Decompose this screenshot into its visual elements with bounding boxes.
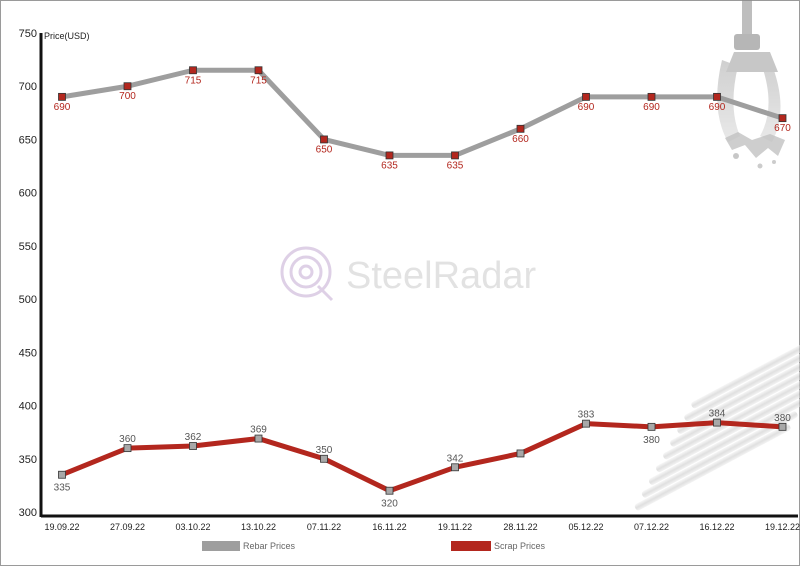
- x-tick-label: 03.10.22: [175, 522, 210, 532]
- rebar-data-point: [58, 92, 66, 101]
- y-tick-label: 350: [19, 454, 37, 466]
- x-tick-label: 07.12.22: [634, 522, 669, 532]
- x-tick-label: 16.12.22: [699, 522, 734, 532]
- x-tick-label: 05.12.22: [568, 522, 603, 532]
- rebar-data-point: [451, 151, 459, 160]
- y-tick-label: 300: [19, 507, 37, 519]
- scrap-data-label: 350: [316, 445, 333, 456]
- scrap-data-point: [582, 419, 590, 428]
- legend-swatch-rebar: [202, 541, 240, 551]
- rebar-data-point: [516, 124, 525, 133]
- x-tick-label: 19.11.22: [438, 522, 472, 532]
- scrap-data-label: 383: [578, 410, 595, 421]
- rebar-data-point: [123, 82, 132, 91]
- scrap-data-label: 369: [250, 425, 267, 436]
- y-tick-label: 500: [19, 294, 37, 306]
- rebar-rod-shape: [691, 322, 800, 409]
- rebar-rod-shape: [684, 334, 800, 422]
- rebar-series: 690 700 715 715 650 635 635 660 690 690 690 670: [54, 66, 791, 171]
- rebar-data-point: [778, 114, 787, 123]
- rebar-rod-shape: [648, 398, 800, 485]
- rebar-data-label: 635: [447, 160, 464, 171]
- rebar-data-point: [385, 151, 394, 160]
- x-tick-labels: 19.09.22 27.09.22 03.10.22 13.10.22 07.11.22…: [44, 522, 800, 532]
- rebar-data-label: 660: [512, 134, 529, 145]
- scrap-data-label: 360: [119, 434, 136, 445]
- y-tick-label: 650: [19, 134, 37, 146]
- scrap-data-label: 342: [447, 453, 464, 464]
- y-tick-label: 550: [19, 241, 37, 253]
- rebar-data-point: [582, 92, 590, 101]
- scrap-data-point: [123, 444, 132, 453]
- rebar-data-label: 690: [643, 102, 660, 113]
- scrap-data-label: 380: [774, 413, 791, 424]
- scrap-data-point: [320, 454, 328, 463]
- legend: Rebar Prices Scrap Prices: [202, 541, 546, 551]
- scrap-data-point: [451, 463, 459, 472]
- rebar-data-point: [647, 92, 656, 101]
- rebar-data-label: 715: [250, 75, 267, 86]
- x-tick-label: 19.12.22: [765, 522, 800, 532]
- x-tick-label: 07.11.22: [307, 522, 341, 532]
- scrap-data-point: [58, 470, 66, 479]
- rebar-data-label: 690: [578, 102, 595, 113]
- y-axis-unit-label: Price(USD): [44, 31, 90, 41]
- rebar-data-label: 670: [774, 123, 791, 134]
- legend-label-scrap: Scrap Prices: [494, 541, 546, 551]
- x-tick-label: 13.10.22: [241, 522, 276, 532]
- scrap-data-label: 362: [185, 432, 202, 443]
- scrap-data-label: 380: [643, 435, 660, 446]
- x-tick-label: 16.11.22: [372, 522, 406, 532]
- scrap-series: 335 360 362 369 350 320 342 383 380 384 380: [54, 409, 792, 510]
- rebar-data-point: [320, 135, 328, 144]
- axes: Price(USD): [39, 31, 798, 518]
- scrap-data-label: 320: [381, 499, 398, 510]
- rebar-rod-shape: [677, 347, 800, 434]
- rebar-rod-shape: [656, 385, 800, 473]
- scrap-data-point: [189, 442, 197, 450]
- scrap-data-point: [254, 434, 263, 443]
- radar-logo-icon: [280, 246, 334, 302]
- scrap-data-point: [778, 422, 787, 431]
- scrap-data-point: [647, 422, 656, 431]
- rebar-data-point: [189, 66, 197, 75]
- scrap-data-point: [713, 418, 721, 427]
- rebar-data-point: [713, 92, 721, 101]
- y-tick-labels: 300 350 400 450 500 550 600 650 700 750: [19, 28, 37, 519]
- rebar-data-label: 715: [185, 75, 202, 86]
- legend-swatch-scrap: [451, 541, 491, 551]
- rebar-rod-shape: [634, 424, 791, 511]
- rebar-rod-shape: [663, 373, 800, 460]
- y-tick-label: 750: [19, 28, 37, 40]
- rebar-data-label: 700: [119, 91, 136, 102]
- y-tick-label: 600: [19, 188, 37, 200]
- rebar-data-point: [254, 66, 263, 75]
- scrap-data-point: [385, 486, 394, 495]
- scrap-data-point: [516, 449, 525, 458]
- rebar-data-label: 635: [381, 160, 398, 171]
- scrap-price-line: [59, 420, 785, 494]
- scrap-data-label: 335: [54, 483, 71, 494]
- rebar-rod-shape: [641, 411, 798, 498]
- y-tick-label: 400: [19, 401, 37, 413]
- x-tick-label: 28.11.22: [503, 522, 537, 532]
- rebar-bundle-illustration: [634, 322, 800, 511]
- legend-label-rebar: Rebar Prices: [243, 541, 296, 551]
- watermark-text: SteelRadar: [346, 255, 536, 297]
- rebar-data-label: 690: [54, 102, 71, 113]
- rebar-data-label: 650: [316, 144, 333, 155]
- rebar-data-label: 690: [709, 102, 726, 113]
- y-tick-label: 450: [19, 347, 37, 359]
- steelradar-watermark: SteelRadar: [280, 246, 536, 302]
- x-tick-label: 27.09.22: [110, 522, 145, 532]
- scrap-grapple-illustration: [717, 0, 785, 169]
- y-tick-label: 700: [19, 81, 37, 93]
- rebar-price-line: [59, 67, 785, 158]
- scrap-data-label: 384: [709, 409, 726, 420]
- x-tick-label: 19.09.22: [44, 522, 79, 532]
